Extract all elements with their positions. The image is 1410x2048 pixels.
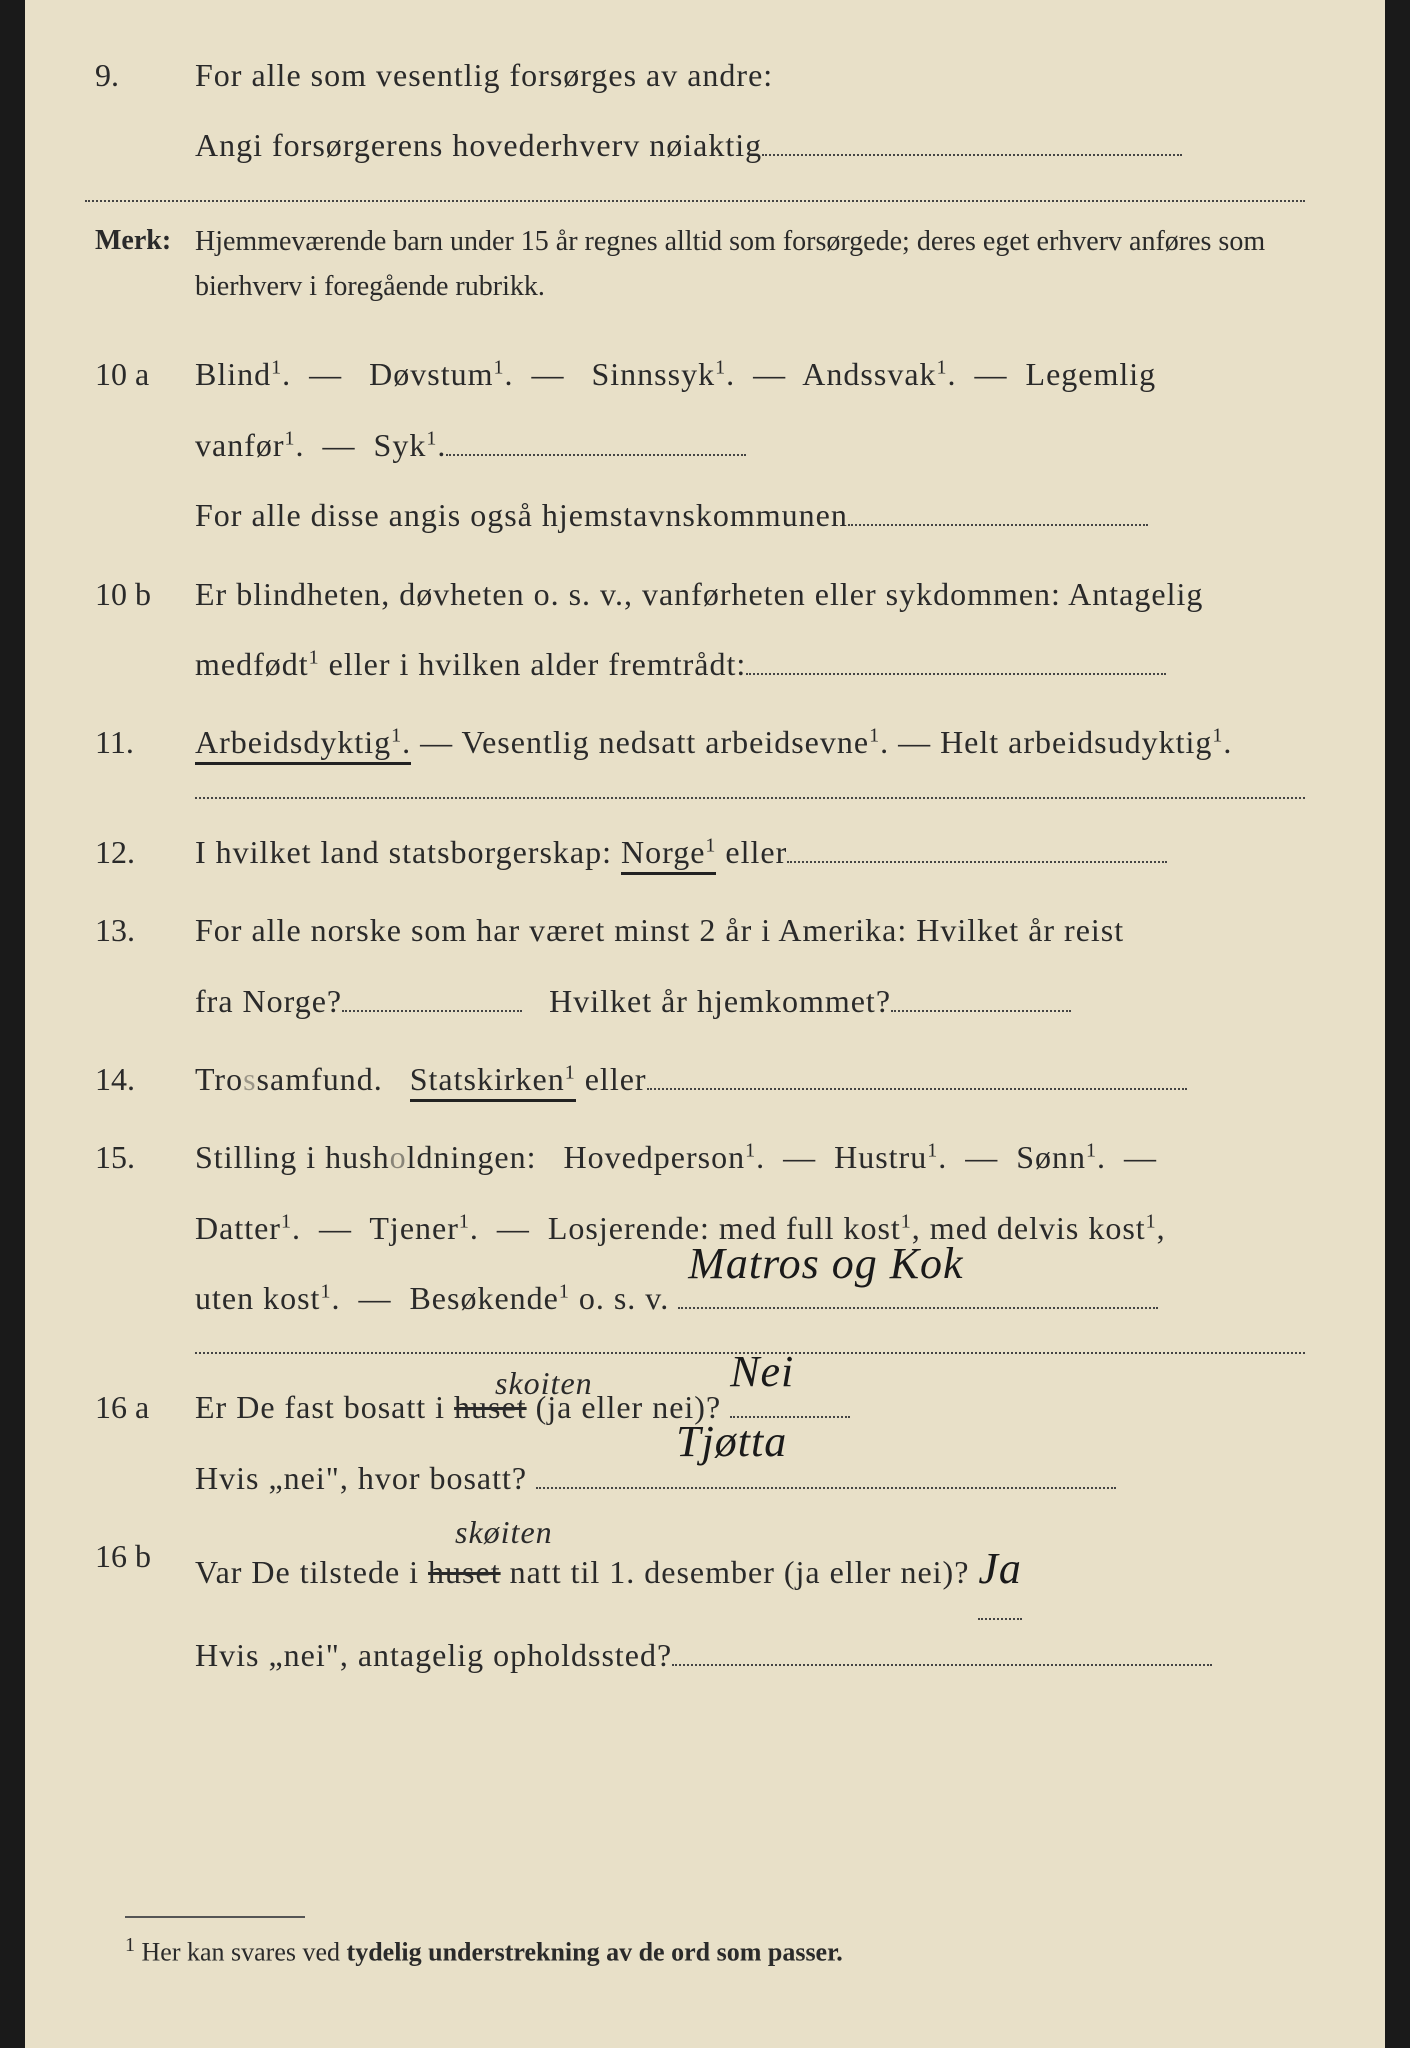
footnote-rule: [125, 1916, 305, 1918]
q15-losj3: uten kost: [195, 1280, 320, 1316]
q16b-number: 16 b: [85, 1521, 195, 1591]
q13-body: For alle norske som har været minst 2 år…: [195, 895, 1305, 1036]
q16a-t1: Er De fast bosatt i: [195, 1389, 454, 1425]
q16b-t1: Var De tilstede i: [195, 1554, 428, 1590]
q16a-number: 16 a: [85, 1372, 195, 1442]
question-15: 15. Stilling i husholdningen: Hovedperso…: [85, 1122, 1305, 1333]
q14-opt1: Statskirken1: [410, 1061, 576, 1102]
q14-text: Trossamfund.: [195, 1061, 401, 1097]
footnote-text: Her kan svares ved tydelig understreknin…: [142, 1938, 843, 1967]
merk-label: Merk:: [85, 220, 195, 262]
q12-number: 12.: [85, 817, 195, 887]
q10a-opt-sinnssyk: Sinnssyk: [591, 356, 715, 392]
question-14: 14. Trossamfund. Statskirken1 eller: [85, 1044, 1305, 1114]
question-16b: 16 b skøiten Var De tilstede i huset nat…: [85, 1521, 1305, 1690]
q15-osv: o. s. v.: [579, 1280, 669, 1316]
q16a-body: skoiten Er De fast bosatt i huset (ja el…: [195, 1372, 1305, 1513]
q10a-opt-dovstum: Døvstum: [369, 356, 493, 392]
q16b-insertion: skøiten: [455, 1497, 553, 1567]
q10b-body: Er blindheten, døvheten o. s. v., vanfør…: [195, 559, 1305, 700]
q13-text-cont: fra Norge?: [195, 983, 342, 1019]
q10a-opt-legemlig: Legemlig: [1026, 356, 1157, 392]
q14-tail: eller: [585, 1061, 647, 1097]
q15-lead: Stilling i husholdningen:: [195, 1139, 554, 1175]
q16a-answer2: Tjøtta: [676, 1394, 787, 1491]
question-13: 13. For alle norske som har været minst …: [85, 895, 1305, 1036]
q16b-body: skøiten Var De tilstede i huset natt til…: [195, 1521, 1305, 1690]
q15-opt-hustru: Hustru: [834, 1139, 927, 1175]
q9-line1: For alle som vesentlig forsørges av andr…: [195, 57, 773, 93]
q16b-t3: Hvis „nei", antagelig opholdssted?: [195, 1637, 672, 1673]
q11-opt1: Arbeidsdyktig1.: [195, 724, 411, 765]
q10b-text2: medfødt1 eller i hvilken alder fremtrådt…: [195, 646, 746, 682]
q16a-insertion: skoiten: [495, 1348, 593, 1418]
question-12: 12. I hvilket land statsborgerskap: Norg…: [85, 817, 1305, 887]
q12-body: I hvilket land statsborgerskap: Norge1 e…: [195, 817, 1305, 887]
q16b-t2: natt til 1. desember (ja eller nei)?: [501, 1554, 979, 1590]
q10a-opt-andssvak: Andssvak: [802, 356, 936, 392]
q16b-answer: Ja: [978, 1521, 1022, 1620]
q9-line2: Angi forsørgerens hovederhverv nøiaktig: [195, 127, 762, 163]
q10b-text: Er blindheten, døvheten o. s. v., vanfør…: [195, 576, 1203, 612]
q10a-body: Blind1. — Døvstum1. — Sinnssyk1. — Andss…: [195, 339, 1305, 550]
q11-opt3: Helt arbeidsudyktig: [940, 724, 1212, 760]
question-10a: 10 a Blind1. — Døvstum1. — Sinnssyk1. — …: [85, 339, 1305, 550]
q15-body: Stilling i husholdningen: Hovedperson1. …: [195, 1122, 1305, 1333]
q9-body: For alle som vesentlig forsørges av andr…: [195, 40, 1305, 181]
q12-tail: eller: [725, 834, 787, 870]
q11-opt2: Vesentlig nedsatt arbeidsevne: [462, 724, 870, 760]
q15-number: 15.: [85, 1122, 195, 1192]
q15-handwritten: Matros og Kok: [688, 1216, 963, 1313]
question-11: 11. Arbeidsdyktig1. — Vesentlig nedsatt …: [85, 707, 1305, 777]
q15-opt-sonn: Sønn: [1016, 1139, 1086, 1175]
q15-opt-tjener: Tjener: [369, 1210, 459, 1246]
q10a-opt-vanfor: vanfør: [195, 427, 285, 463]
q9-number: 9.: [85, 40, 195, 110]
q11-number: 11.: [85, 707, 195, 777]
q13-number: 13.: [85, 895, 195, 965]
footnote: 1 Her kan svares ved tydelig understrekn…: [125, 1922, 1285, 1968]
census-form-page: 9. For alle som vesentlig forsørges av a…: [25, 0, 1385, 2048]
q14-body: Trossamfund. Statskirken1 eller: [195, 1044, 1305, 1114]
q10a-opt-blind: Blind: [195, 356, 271, 392]
q11-body: Arbeidsdyktig1. — Vesentlig nedsatt arbe…: [195, 707, 1305, 777]
q10a-opt-syk: Syk: [374, 427, 427, 463]
q15-opt-hovedperson: Hovedperson: [563, 1139, 745, 1175]
q12-opt1: Norge1: [621, 834, 716, 875]
q10a-number: 10 a: [85, 339, 195, 409]
q12-text: I hvilket land statsborgerskap:: [195, 834, 621, 870]
q13-text: For alle norske som har været minst 2 år…: [195, 912, 1124, 948]
q16a-t3: Hvis „nei", hvor bosatt?: [195, 1460, 527, 1496]
q13-text2: Hvilket år hjemkommet?: [549, 983, 891, 1019]
merk-note: Merk: Hjemmeværende barn under 15 år reg…: [85, 220, 1305, 310]
question-9: 9. For alle som vesentlig forsørges av a…: [85, 40, 1305, 181]
q10a-line3: For alle disse angis også hjemstavnskomm…: [195, 497, 848, 533]
q15-bes: Besøkende: [409, 1280, 558, 1316]
footnote-sup: 1: [125, 1934, 135, 1956]
q14-number: 14.: [85, 1044, 195, 1114]
q10b-number: 10 b: [85, 559, 195, 629]
question-10b: 10 b Er blindheten, døvheten o. s. v., v…: [85, 559, 1305, 700]
question-16a: 16 a skoiten Er De fast bosatt i huset (…: [85, 1372, 1305, 1513]
q15-opt-datter: Datter: [195, 1210, 281, 1246]
merk-text: Hjemmeværende barn under 15 år regnes al…: [195, 220, 1305, 310]
